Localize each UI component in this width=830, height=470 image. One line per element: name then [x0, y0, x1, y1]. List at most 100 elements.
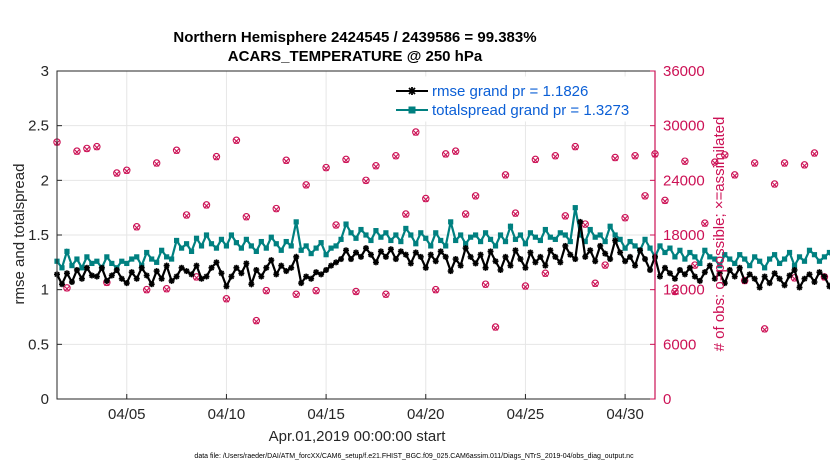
rmse-marker [432, 258, 439, 265]
spread-marker [697, 260, 703, 267]
spread-marker [293, 219, 299, 225]
rmse-marker [457, 262, 464, 269]
rmse-marker [547, 247, 554, 254]
rmse-marker [671, 275, 678, 282]
rmse-marker [716, 270, 723, 277]
spread-marker [278, 247, 284, 253]
spread-marker [338, 236, 344, 242]
obs-assimilated-marker [114, 171, 120, 177]
spread-marker [188, 248, 195, 254]
obs-assimilated-marker [323, 165, 329, 172]
obs-possible-marker [661, 196, 669, 205]
obs-possible-marker [621, 213, 629, 222]
rmse-marker [542, 262, 549, 269]
obs-possible-marker [571, 142, 580, 151]
rmse-marker [78, 275, 85, 282]
obs-possible-marker [93, 142, 101, 151]
obs-assimilated-marker [731, 172, 738, 179]
obs-possible-marker [591, 279, 599, 288]
rmse-marker [248, 281, 255, 288]
spread-marker [806, 247, 813, 253]
rmse-marker [462, 245, 469, 252]
spread-marker [487, 236, 494, 242]
spread-marker [183, 241, 190, 247]
rmse-marker [213, 259, 220, 266]
rmse-marker [801, 275, 808, 282]
obs-assimilated-marker [183, 213, 190, 219]
spread-marker [737, 252, 743, 258]
spread-marker [348, 230, 354, 236]
y-left-tick-label: 1 [41, 282, 49, 299]
rmse-marker [323, 266, 330, 273]
legend-rmse-label: rmse grand pr = 1.1826 [432, 83, 588, 100]
spread-marker [448, 219, 454, 225]
rmse-marker [382, 253, 389, 260]
rmse-marker [676, 266, 683, 273]
obs-assimilated-marker [801, 162, 808, 169]
rmse-marker [512, 247, 519, 254]
spread-marker [253, 248, 259, 254]
rmse-marker [362, 245, 369, 252]
spread-marker [223, 243, 230, 249]
obs-possible-marker [631, 151, 639, 160]
rmse-marker [537, 253, 544, 260]
spread-marker [228, 232, 235, 238]
y-left-tick-label: 0 [41, 391, 49, 408]
spread-marker [59, 265, 65, 271]
rmse-marker [372, 259, 379, 266]
rmse-marker [492, 258, 499, 265]
obs-assimilated-marker [502, 172, 509, 179]
spread-marker [577, 232, 583, 238]
spread-marker [473, 232, 479, 238]
spread-marker [64, 248, 70, 254]
rmse-marker [502, 253, 509, 260]
obs-possible-marker [561, 212, 570, 220]
spread-marker [303, 243, 309, 249]
spread-marker [497, 232, 504, 238]
y-right-tick-label: 6000 [663, 336, 696, 353]
rmse-marker [736, 264, 743, 271]
spread-marker [532, 234, 538, 240]
rmse-marker [93, 273, 100, 280]
spread-marker [732, 260, 738, 267]
obs-assimilated-marker [213, 154, 220, 161]
obs-possible-marker [63, 284, 71, 292]
rmse-marker [427, 251, 434, 258]
obs-assimilated-marker [472, 193, 479, 200]
obs-possible-marker [152, 159, 161, 167]
spread-marker [333, 243, 339, 249]
spread-marker [612, 232, 618, 238]
spread-marker [433, 230, 439, 236]
obs-assimilated-marker [333, 223, 339, 229]
spread-marker [512, 236, 519, 242]
obs-possible-marker [212, 152, 221, 161]
obs-possible-marker [73, 147, 81, 155]
obs-possible-marker [711, 158, 719, 166]
rmse-marker [63, 270, 70, 277]
rmse-marker [577, 218, 584, 225]
rmse-marker [353, 249, 359, 256]
spread-marker [567, 238, 573, 245]
spread-marker [313, 245, 319, 251]
rmse-marker [806, 271, 813, 278]
spread-marker [69, 263, 75, 269]
rmse-marker [273, 271, 280, 278]
obs-possible-marker [232, 136, 241, 144]
ticks-layer: 0 0.5 1 1.5 2 2.5 3 0 6000 12000 18000 24000 30000 36… [28, 63, 705, 423]
spread-marker [517, 232, 524, 238]
spread-marker [358, 226, 364, 233]
rmse-marker [163, 262, 170, 269]
obs-possible-marker [481, 280, 490, 288]
obs-assimilated-marker [682, 159, 688, 165]
rmse-marker [183, 268, 190, 275]
rmse-marker [58, 281, 65, 288]
y-axis-label-right: # of obs: o=possible; ×=assimilated [711, 117, 728, 352]
rmse-marker [477, 251, 484, 258]
spread-marker [353, 235, 359, 241]
obs-possible-marker [541, 269, 550, 278]
obs-possible-marker [750, 159, 759, 167]
spread-marker [707, 254, 713, 260]
obs-possible-marker [132, 223, 141, 231]
spread-marker [552, 236, 558, 242]
